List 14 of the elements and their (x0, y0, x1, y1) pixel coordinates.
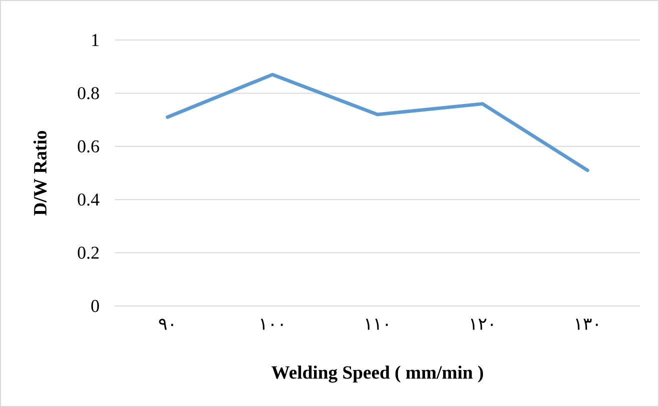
y-tick-label: 0.6 (78, 140, 100, 153)
x-tick-label: ١٢٠ (470, 318, 493, 330)
y-axis-title: D/W Ratio (33, 130, 47, 216)
y-tick-label: 0 (91, 300, 99, 312)
x-tick-label: ١١٠ (366, 318, 388, 330)
x-tick-label: ١٠٠ (260, 318, 283, 330)
x-tick-label: ٩٠ (159, 318, 174, 330)
y-tick-label: 1 (92, 34, 99, 46)
y-tick-label: 0.8 (78, 87, 99, 100)
y-tick-label: 0.4 (78, 193, 100, 206)
x-tick-label: ١٣٠ (576, 318, 598, 330)
y-tick-label: 0.2 (78, 246, 99, 259)
x-axis-title: Welding Speed ( mm/min ) (271, 366, 483, 383)
line-series (166, 72, 590, 172)
